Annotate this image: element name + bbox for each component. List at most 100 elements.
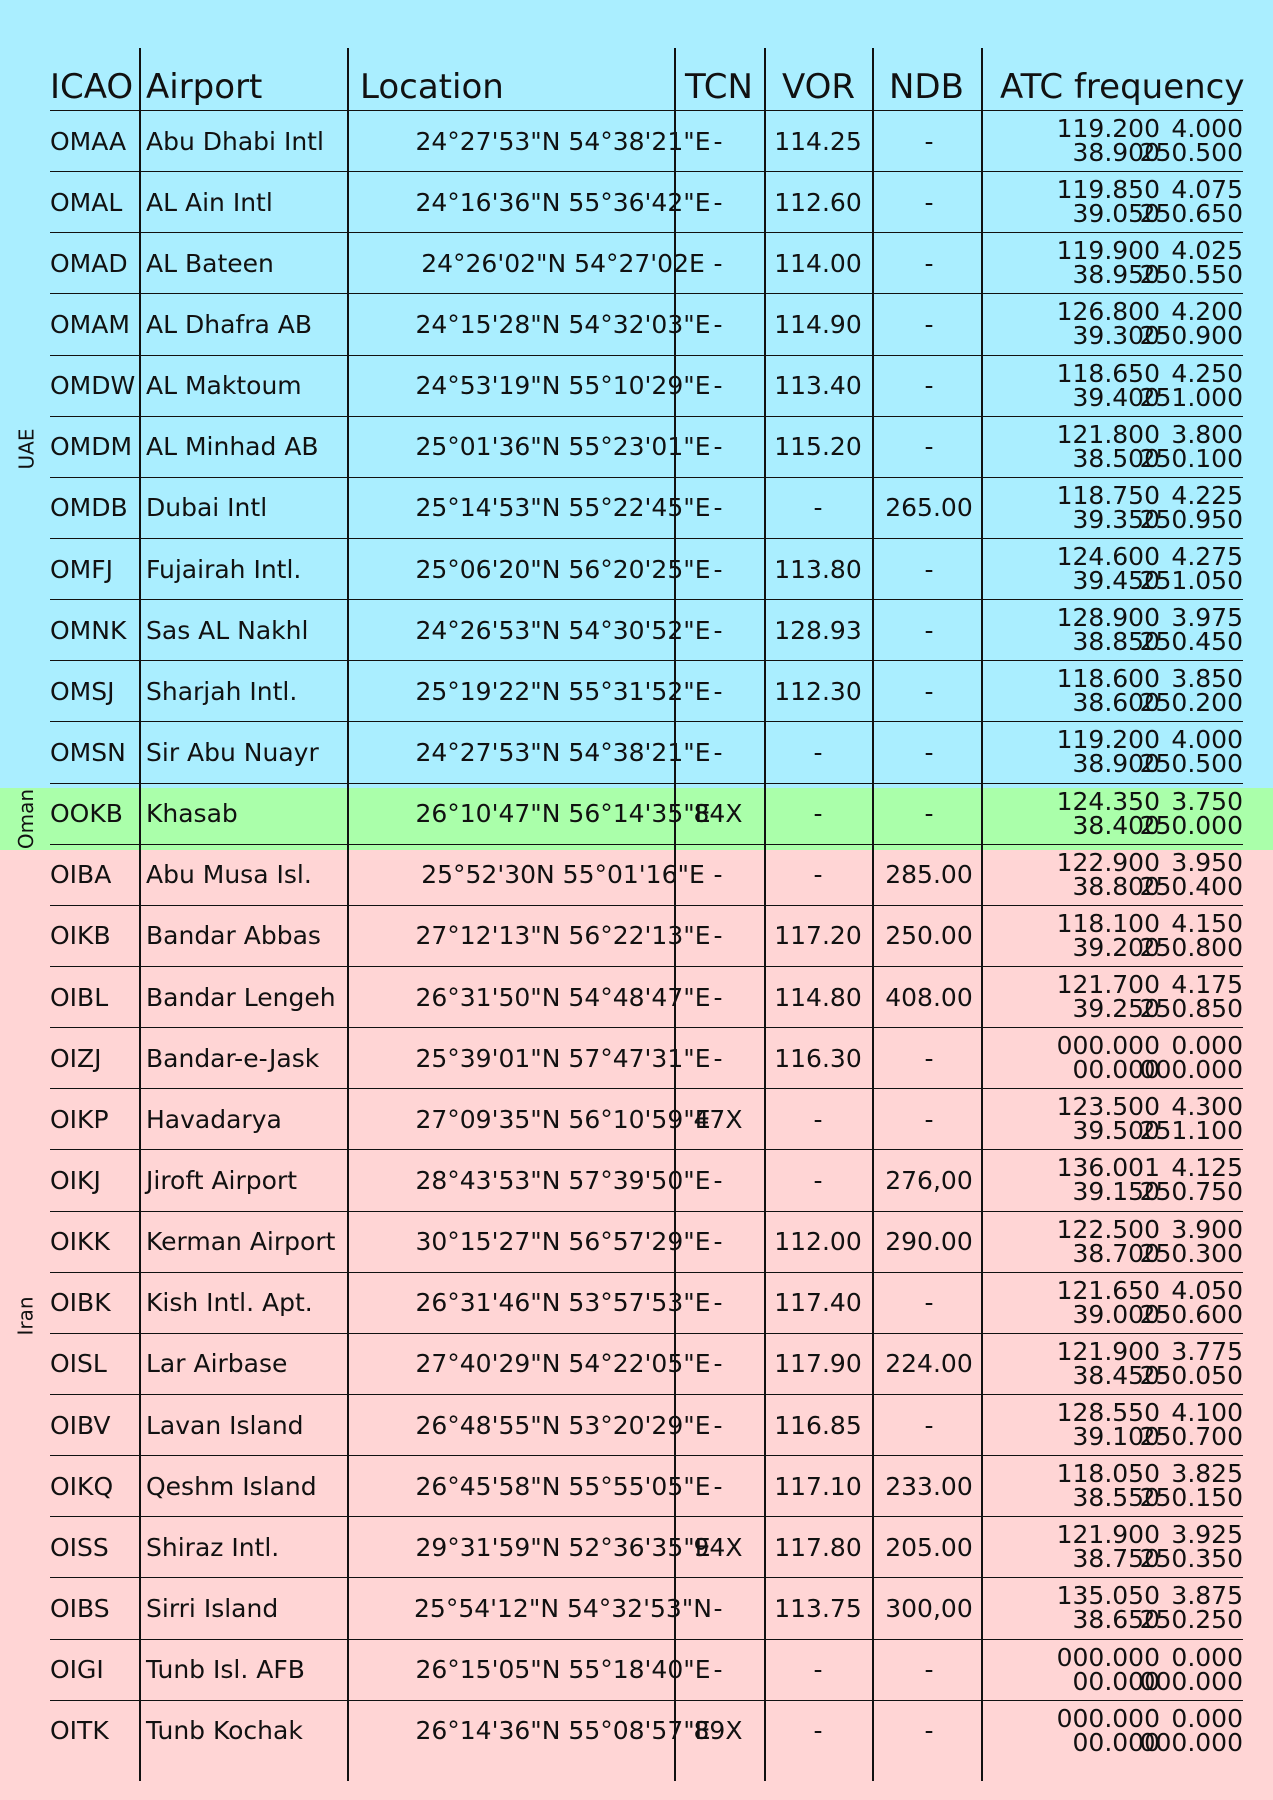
- tcn-cell: -: [713, 309, 723, 339]
- airport-cell: Abu Dhabi Intl: [146, 126, 324, 156]
- atc-frequency-cell: 119.900 4.025 38.950 250.550: [990, 233, 1243, 293]
- ndb-cell: 300,00: [885, 1593, 973, 1623]
- location-cell: 27°12'13"N 56°22'13"E: [415, 921, 711, 951]
- tcn-cell: -: [713, 921, 723, 951]
- ndb-cell: 265.00: [885, 493, 973, 523]
- airport-cell: Tunb Kochak: [146, 1716, 303, 1746]
- location-cell: 26°14'36"N 55°08'57"E: [415, 1716, 711, 1746]
- header-icao: ICAO: [50, 67, 134, 107]
- table-row: OIKP Havadarya 27°09'35"N 56°10'59"E 47X - - 1…: [50, 1088, 1243, 1149]
- atc-frequency-cell: 118.600 3.850 38.600 250.200: [990, 661, 1243, 721]
- atc-frequency-value: 4.250: [1171, 358, 1243, 388]
- atc-frequency-value: 000.000: [1139, 1055, 1243, 1085]
- atc-frequency-cell: 121.900 3.775 38.450 250.050: [990, 1334, 1243, 1394]
- ndb-cell: -: [924, 799, 934, 829]
- atc-frequency-value: 000.000: [1056, 1642, 1160, 1672]
- tcn-cell: -: [713, 493, 723, 523]
- atc-frequency-value: 123.500: [1056, 1092, 1160, 1122]
- location-cell: 25°01'36"N 55°23'01"E: [415, 432, 711, 462]
- atc-frequency-value: 38.550: [1072, 1483, 1160, 1513]
- ndb-cell: -: [924, 371, 934, 401]
- atc-frequency-value: 4.175: [1171, 969, 1243, 999]
- iran-band: [0, 850, 1273, 1800]
- ndb-cell: -: [924, 432, 934, 462]
- atc-frequency-value: 000.000: [1139, 1666, 1243, 1696]
- atc-frequency-value: 250.050: [1139, 1360, 1243, 1390]
- tcn-cell: -: [713, 187, 723, 217]
- atc-frequency-value: 250.200: [1139, 688, 1243, 718]
- atc-frequency-value: 3.925: [1171, 1520, 1243, 1550]
- atc-frequency-value: 250.150: [1139, 1483, 1243, 1513]
- location-cell: 30°15'27"N 56°57'29"E: [415, 1227, 711, 1257]
- table-row: OIKK Kerman Airport 30°15'27"N 56°57'29"E -…: [50, 1210, 1243, 1272]
- atc-frequency-value: 38.650: [1072, 1605, 1160, 1635]
- atc-frequency-value: 39.050: [1072, 199, 1160, 229]
- atc-frequency-value: 250.600: [1139, 1299, 1243, 1329]
- vor-cell: 117.40: [774, 1288, 862, 1318]
- atc-frequency-value: 250.000: [1139, 810, 1243, 840]
- table-row: OMDB Dubai Intl 25°14'53"N 55°22'45"E - -265…: [50, 476, 1243, 538]
- ndb-cell: -: [924, 676, 934, 706]
- ndb-cell: -: [924, 1288, 934, 1318]
- atc-frequency-value: 118.600: [1056, 664, 1160, 694]
- atc-frequency-value: 250.400: [1139, 871, 1243, 901]
- atc-frequency-value: 128.550: [1056, 1397, 1160, 1427]
- atc-frequency-value: 38.450: [1072, 1360, 1160, 1390]
- header-ndb: NDB: [889, 67, 964, 107]
- airport-cell: Jiroft Airport: [146, 1165, 298, 1195]
- atc-frequency-value: 39.450: [1072, 565, 1160, 595]
- atc-frequency-cell: 121.800 3.800 38.500 250.100: [990, 417, 1243, 477]
- location-cell: 25°52'30N 55°01'16"E: [421, 860, 705, 890]
- table-row: OIBS Sirri Island 25°54'12"N 54°32'53"N - 11…: [50, 1577, 1243, 1638]
- tcn-cell: -: [713, 1165, 723, 1195]
- location-cell: 28°43'53"N 57°39'50"E: [415, 1165, 711, 1195]
- table-row: OMFJ Fujairah Intl. 25°06'20"N 56°20'25"E -…: [50, 537, 1243, 599]
- atc-frequency-value: 39.400: [1072, 382, 1160, 412]
- icao-cell: OMSN: [50, 737, 126, 767]
- tcn-cell: -: [713, 371, 723, 401]
- location-cell: 24°15'28"N 54°32'03"E: [415, 309, 711, 339]
- table-row: OIKQ Qeshm Island 26°45'58"N 55°55'05"E - 11…: [50, 1455, 1243, 1516]
- ndb-cell: 224.00: [885, 1349, 973, 1379]
- tcn-cell: -: [713, 1655, 723, 1685]
- location-cell: 29°31'59"N 52°36'35"E: [415, 1532, 711, 1562]
- table-row: OIBV Lavan Island 26°48'55"N 53°20'29"E -11…: [50, 1393, 1243, 1455]
- atc-frequency-value: 119.900: [1056, 236, 1160, 266]
- atc-frequency-value: 250.500: [1139, 749, 1243, 779]
- atc-frequency-value: 39.350: [1072, 504, 1160, 534]
- tcn-cell: 89X: [693, 1716, 743, 1746]
- airport-cell: Shiraz Intl.: [146, 1532, 280, 1562]
- atc-frequency-value: 250.250: [1139, 1605, 1243, 1635]
- vor-cell: 117.90: [774, 1349, 862, 1379]
- location-cell: 24°26'02"N 54°27'02E: [421, 248, 705, 278]
- icao-cell: OMDM: [50, 432, 133, 462]
- atc-frequency-value: 122.500: [1056, 1214, 1160, 1244]
- icao-cell: OMAM: [50, 309, 130, 339]
- ndb-cell: -: [924, 737, 934, 767]
- airport-table-body: OMAA Abu Dhabi Intl 24°27'53"N 54°38'21"E -…: [50, 110, 1243, 1761]
- atc-frequency-value: 00.000: [1072, 1055, 1160, 1085]
- atc-frequency-value: 118.750: [1056, 480, 1160, 510]
- atc-frequency-cell: 136.001 4.125 39.150 250.750: [990, 1150, 1243, 1210]
- location-cell: 26°15'05"N 55°18'40"E: [415, 1655, 711, 1685]
- tcn-cell: -: [713, 1043, 723, 1073]
- atc-frequency-value: 3.750: [1171, 786, 1243, 816]
- country-label-iran: Iran: [14, 1296, 38, 1336]
- tcn-cell: -: [713, 1410, 723, 1440]
- location-cell: 26°31'50"N 54°48'47"E: [415, 982, 711, 1012]
- location-cell: 26°31'46"N 53°57'53"E: [415, 1288, 711, 1318]
- atc-frequency-cell: 123.500 4.300 39.500 251.100: [990, 1089, 1243, 1149]
- vor-cell: 113.80: [774, 554, 862, 584]
- ndb-cell: -: [924, 1043, 934, 1073]
- atc-frequency-value: 250.750: [1139, 1177, 1243, 1207]
- atc-frequency-value: 39.000: [1072, 1299, 1160, 1329]
- atc-frequency-value: 121.800: [1056, 419, 1160, 449]
- ndb-cell: 276,00: [885, 1165, 973, 1195]
- table-row: OIKJ Jiroft Airport 28°43'53"N 57°39'50"E -…: [50, 1149, 1243, 1210]
- atc-frequency-value: 000.000: [1056, 1031, 1160, 1061]
- atc-frequency-value: 00.000: [1072, 1727, 1160, 1757]
- atc-frequency-value: 4.000: [1171, 114, 1243, 143]
- location-cell: 25°19'22"N 55°31'52"E: [415, 676, 711, 706]
- atc-frequency-value: 38.700: [1072, 1238, 1160, 1268]
- column-divider: [872, 48, 874, 1781]
